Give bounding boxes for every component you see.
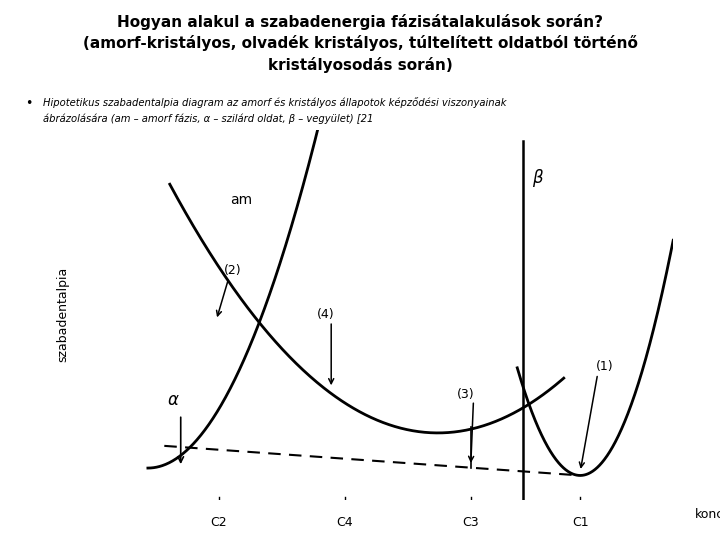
Text: C2: C2 bbox=[211, 516, 228, 529]
Text: (1): (1) bbox=[596, 360, 613, 373]
Text: ábrázolására (am – amorf fázis, α – szilárd oldat, β – vegyület) [21: ábrázolására (am – amorf fázis, α – szil… bbox=[43, 113, 374, 124]
Text: C1: C1 bbox=[572, 516, 588, 529]
Text: C3: C3 bbox=[462, 516, 479, 529]
Text: szabadentalpia: szabadentalpia bbox=[57, 267, 70, 362]
Text: $\alpha$: $\alpha$ bbox=[167, 391, 180, 409]
Text: kristályosodás során): kristályosodás során) bbox=[268, 57, 452, 73]
Text: (4): (4) bbox=[317, 308, 335, 321]
Text: Hogyan alakul a szabadenergia fázisátalakulások során?: Hogyan alakul a szabadenergia fázisátala… bbox=[117, 14, 603, 30]
Text: (3): (3) bbox=[456, 388, 474, 401]
Text: •: • bbox=[25, 97, 32, 110]
Text: (amorf-kristályos, olvadék kristályos, túltelített oldatból történő: (amorf-kristályos, olvadék kristályos, t… bbox=[83, 35, 637, 51]
Text: koncentráció: koncentráció bbox=[695, 508, 720, 521]
Text: (2): (2) bbox=[224, 264, 241, 276]
Text: am: am bbox=[230, 193, 252, 207]
Text: C4: C4 bbox=[336, 516, 354, 529]
Text: $\beta$: $\beta$ bbox=[532, 166, 544, 188]
Text: Hipotetikus szabadentalpia diagram az amorf és kristályos állapotok képződési vi: Hipotetikus szabadentalpia diagram az am… bbox=[43, 97, 507, 108]
